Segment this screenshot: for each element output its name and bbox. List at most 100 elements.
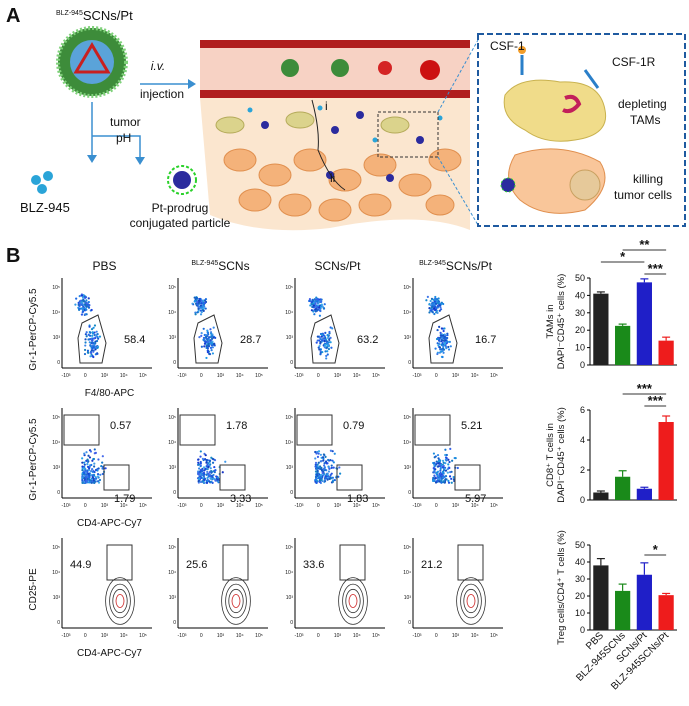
flow-dot — [202, 303, 206, 306]
flow-dot — [439, 331, 442, 334]
gate-value: 1.83 — [347, 493, 368, 505]
flow-dot — [206, 331, 209, 334]
flow-tick-label: 10⁴ — [471, 373, 479, 379]
flow-tick-label: 0 — [173, 490, 176, 496]
depleting: TAMs — [630, 113, 660, 127]
flow-dot — [435, 472, 438, 475]
flow-dot — [446, 467, 449, 471]
flow-dot — [442, 329, 445, 333]
flow-dot — [437, 460, 440, 463]
x-axis-label: F4/80-APC — [85, 388, 134, 399]
flow-dot — [327, 470, 331, 473]
flow-dot — [448, 475, 452, 478]
flow-dot — [438, 346, 442, 349]
flow-dot — [440, 327, 443, 330]
flow-tick-label: 10⁴ — [353, 503, 361, 509]
flow-tick-label: 10³ — [404, 335, 412, 341]
flow-dot — [315, 481, 318, 484]
flow-dot — [205, 465, 208, 468]
flow-dot — [452, 478, 456, 481]
flow-dot — [94, 348, 97, 351]
flow-tick-label: 10⁵ — [52, 285, 60, 291]
flow-tick-label: 0 — [435, 503, 438, 509]
flow-dot — [441, 474, 444, 477]
flow-dot — [91, 459, 94, 462]
flow-dot — [87, 338, 90, 341]
flow-dot — [104, 467, 107, 470]
flow-dot — [322, 307, 326, 310]
gate — [179, 414, 216, 446]
flow-dot — [216, 476, 219, 479]
flow-tick-label: 10³ — [452, 373, 460, 379]
flow-dot — [85, 459, 88, 462]
flow-dot — [213, 469, 216, 472]
panel-label: B — [6, 245, 20, 267]
flow-dot — [90, 349, 93, 352]
flow-dot — [316, 335, 319, 338]
flow-dot — [203, 342, 207, 345]
flow-dot — [206, 478, 209, 482]
flow-dot — [326, 336, 330, 340]
flow-dot — [91, 355, 94, 358]
flow-dot — [91, 331, 94, 334]
flow-dot — [209, 481, 212, 484]
flow-dot — [310, 309, 313, 312]
flow-dot — [208, 352, 211, 356]
flow-dot — [318, 480, 321, 484]
contour — [228, 588, 244, 614]
flow-dot — [443, 327, 446, 330]
flow-dot — [96, 475, 100, 478]
gate — [454, 464, 481, 491]
drug: BLZ-945 — [20, 200, 70, 215]
flow-dot — [211, 342, 214, 345]
flow-tick-label: 10⁵ — [403, 415, 411, 421]
gate-value: 0.57 — [110, 420, 131, 432]
flow-dot — [88, 465, 91, 468]
flow-dot — [431, 310, 434, 313]
flow-dot — [197, 471, 200, 474]
gate — [428, 314, 458, 364]
flow-tick-label: 10³ — [217, 373, 225, 379]
flow-dot — [84, 470, 87, 473]
flow-dot — [442, 481, 445, 484]
y-axis-label: Gr-1-PerCP-Cy5.5 — [28, 288, 39, 371]
flow-dot — [329, 336, 332, 339]
flow-dot — [322, 457, 325, 460]
flow-dot — [203, 299, 207, 302]
flow-dot — [96, 472, 100, 476]
gate — [63, 414, 100, 446]
column-header-name: SCNs/Pt — [314, 259, 361, 273]
y-tick-label: 50 — [575, 540, 585, 550]
flow-dot — [83, 477, 86, 480]
injection: injection — [140, 87, 184, 101]
contour — [348, 594, 358, 608]
flow-dot — [97, 467, 100, 470]
flow-dot — [434, 481, 438, 484]
killing: killing — [633, 172, 663, 186]
flow-dot — [97, 481, 101, 484]
flow-dot — [337, 475, 340, 478]
gate-value: 5.97 — [465, 493, 486, 505]
flow-dot — [323, 466, 327, 469]
flow-dot — [90, 353, 93, 356]
flow-tick-label: 10³ — [334, 633, 342, 639]
flow-dot — [96, 469, 99, 472]
flow-tick-label: 0 — [408, 360, 411, 366]
flow-tick-label: 10⁴ — [168, 570, 176, 576]
flow-dot — [425, 299, 428, 302]
flow-dot — [308, 299, 311, 303]
flow-dot — [314, 478, 318, 481]
significance: *** — [648, 393, 664, 408]
flow-tick-label: 10⁴ — [120, 503, 128, 509]
flow-dot — [439, 348, 442, 351]
flow-tick-label: 10⁴ — [236, 633, 244, 639]
gate — [336, 464, 363, 491]
flow-dot — [92, 457, 96, 461]
flow-dot — [322, 456, 325, 459]
flow-dot — [324, 331, 327, 334]
flow-dot — [213, 465, 216, 469]
flow-dot — [210, 349, 213, 352]
flow-dot — [85, 305, 88, 308]
flow-tick-label: 10³ — [452, 503, 460, 509]
flow-dot — [202, 338, 205, 341]
